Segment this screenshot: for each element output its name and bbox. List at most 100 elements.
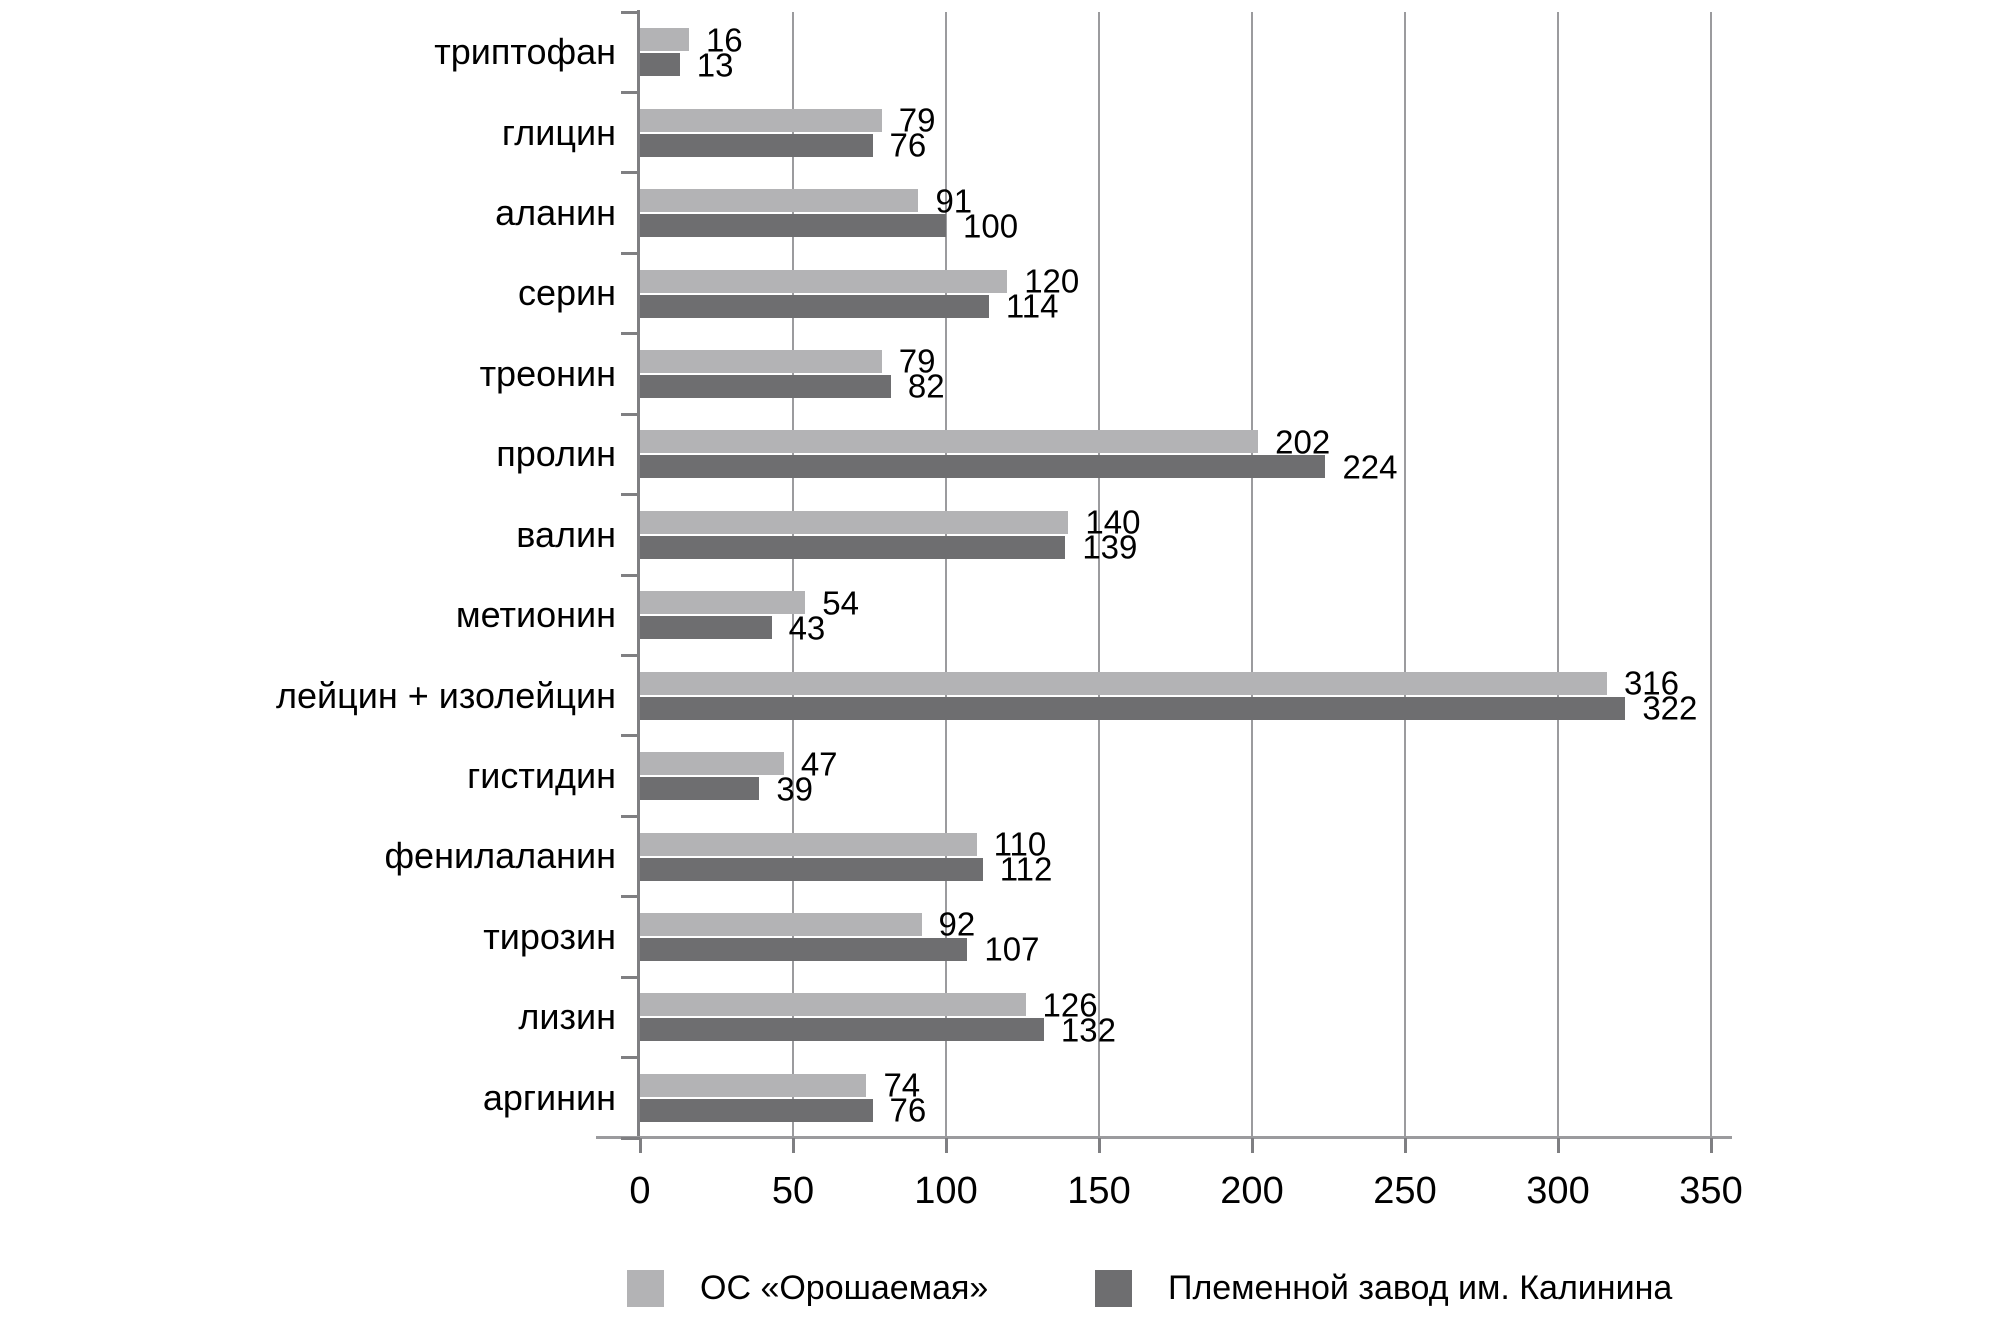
category-label-серин: серин [517,272,616,314]
x-axis-tick-250 [1404,1138,1407,1153]
bar-series2-пролин [640,455,1326,479]
category-label-аргинин: аргинин [482,1076,616,1118]
category-label-пролин: пролин [496,433,616,475]
x-tick-label-350: 350 [1679,1170,1743,1212]
bar-series1-глицин [640,108,882,132]
value-label-series1-глицин: 79 [898,101,936,139]
gridline-200 [1251,12,1253,1138]
gridline-150 [1098,12,1100,1138]
value-label-series1-серин: 120 [1024,262,1080,300]
category-label-лейцин + изолейцин: лейцин + изолейцин [276,674,616,716]
gridline-250 [1404,12,1406,1138]
legend-swatch-series1-icon [627,1269,664,1307]
y-axis-tick [621,895,640,899]
category-label-тирозин: тирозин [483,915,616,957]
plot-area: 16 13 79 76 91 100 120 114 79 82 202 224 140 139 54 43 3… [640,12,1712,1138]
category-label-гистидин: гистидин [467,755,616,797]
legend-label-series2: Племенной завод им. Калинина [1168,1268,1673,1307]
category-label-глицин: глицин [501,111,616,153]
y-axis-tick [621,734,640,738]
x-axis-line [596,1136,1732,1139]
bar-series1-гистидин [640,752,784,776]
gridline-100 [945,12,947,1138]
value-label-series2-глицин: 76 [889,126,927,164]
y-axis-tick [621,90,640,94]
y-axis-tick [621,10,640,14]
x-axis-tick-100 [945,1138,948,1153]
value-label-series1-тирозин: 92 [938,905,976,943]
value-label-series2-серин: 114 [1005,287,1059,325]
bar-series1-лейцин + изолейцин [640,671,1607,695]
value-label-series2-треонин: 82 [907,367,945,405]
category-label-триптофан: триптофан [434,31,616,73]
category-label-фенилаланин: фенилаланин [384,835,616,877]
x-tick-label-0: 0 [629,1170,651,1212]
x-axis-tick-150 [1098,1138,1101,1153]
x-tick-label-300: 300 [1526,1170,1590,1212]
value-label-series1-лейцин + изолейцин: 316 [1623,664,1680,702]
gridline-50 [792,12,794,1138]
y-axis-tick [621,814,640,818]
value-label-series1-триптофан: 16 [705,21,743,59]
bar-series2-гистидин [640,777,760,801]
bar-series2-валин [640,535,1066,559]
bar-series2-треонин [640,374,891,398]
bar-series1-метионин [640,591,806,615]
x-tick-label-250: 250 [1373,1170,1437,1212]
x-axis-tick-300 [1557,1138,1560,1153]
bar-series1-серин [640,269,1008,293]
bar-series2-серин [640,294,989,318]
value-label-series1-лизин: 126 [1042,986,1098,1024]
x-tick-label-50: 50 [771,1170,815,1212]
x-axis-tick-350 [1710,1138,1713,1153]
legend-item-series1: ОС «Орошаемая» [627,1266,988,1310]
x-axis-tick-50 [792,1138,795,1153]
bar-series1-аргинин [640,1073,867,1097]
y-axis-tick [621,653,640,657]
category-label-метионин: метионин [455,594,616,636]
legend-label-series1: ОС «Орошаемая» [700,1268,989,1307]
value-label-series1-валин: 140 [1085,503,1141,541]
value-label-series2-лизин: 132 [1060,1011,1116,1049]
bar-series1-тирозин [640,912,922,936]
bar-series2-метионин [640,616,772,640]
y-axis-tick [621,975,640,979]
y-axis-tick [621,1056,640,1060]
y-axis-tick [621,573,640,577]
bar-series1-пролин [640,430,1259,454]
gridline-350 [1710,12,1712,1138]
bar-series1-валин [640,510,1069,534]
bar-series2-фенилаланин [640,857,983,881]
bar-series2-аланин [640,214,946,238]
value-label-series2-триптофан: 13 [696,46,734,84]
value-label-series2-метионин: 43 [788,609,826,647]
value-label-series1-аланин: 91 [935,182,973,220]
category-label-лизин: лизин [518,996,616,1038]
x-tick-label-150: 150 [1067,1170,1131,1212]
x-axis-tick-200 [1251,1138,1254,1153]
bar-series2-лейцин + изолейцин [640,696,1626,720]
legend-item-series2: Племенной завод им. Калинина [1095,1266,1672,1310]
y-axis-tick [621,171,640,175]
bar-series1-аланин [640,189,919,213]
x-tick-label-200: 200 [1220,1170,1284,1212]
value-label-series2-лейцин + изолейцин: 322 [1642,689,1698,727]
y-axis-tick [621,412,640,416]
value-label-series2-валин: 139 [1082,528,1138,566]
value-label-series2-аланин: 100 [963,207,1019,245]
value-label-series2-фенилаланин: 112 [999,850,1053,888]
value-label-series1-метионин: 54 [822,584,859,622]
value-label-series1-аргинин: 74 [883,1066,921,1104]
value-label-series2-аргинин: 76 [889,1091,927,1129]
value-label-series1-гистидин: 47 [800,745,838,783]
category-label-треонин: треонин [479,352,616,394]
bar-series1-фенилаланин [640,832,977,856]
category-label-валин: валин [516,513,616,555]
value-label-series1-треонин: 79 [898,342,936,380]
gridline-300 [1557,12,1559,1138]
bar-series1-треонин [640,349,882,373]
x-tick-label-100: 100 [914,1170,978,1212]
value-label-series2-пролин: 224 [1342,448,1398,486]
bar-series2-глицин [640,133,873,157]
